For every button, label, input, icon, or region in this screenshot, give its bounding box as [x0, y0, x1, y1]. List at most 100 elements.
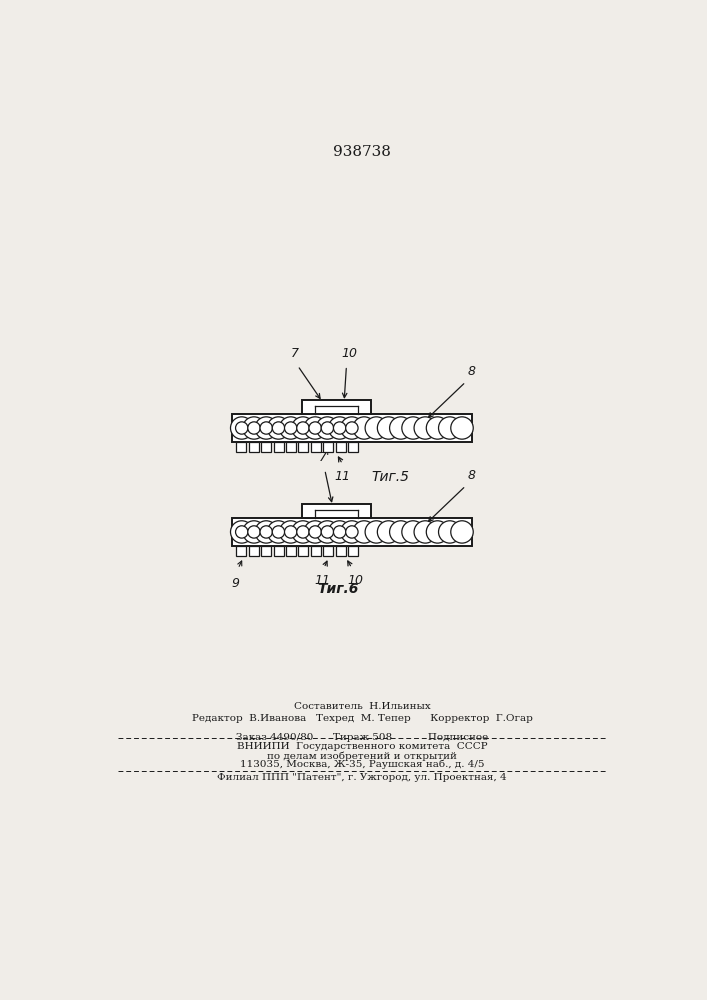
Text: ВНИИПИ  Государственного комитета  СССР: ВНИИПИ Государственного комитета СССР: [237, 742, 487, 751]
Circle shape: [414, 521, 436, 543]
Circle shape: [272, 422, 285, 434]
Bar: [261, 546, 271, 556]
Circle shape: [230, 417, 253, 439]
Circle shape: [414, 417, 436, 439]
Bar: [261, 442, 271, 452]
Circle shape: [378, 521, 400, 543]
Circle shape: [255, 417, 277, 439]
Circle shape: [235, 422, 248, 434]
Bar: [236, 442, 247, 452]
Circle shape: [272, 526, 285, 538]
Bar: [311, 546, 321, 556]
Text: Τиг.6: Τиг.6: [317, 582, 358, 596]
Bar: [311, 442, 321, 452]
Text: 10: 10: [348, 574, 363, 587]
Bar: [348, 546, 358, 556]
Bar: [232, 518, 472, 546]
Text: 113035, Москва, Ж-35, Раушская наб., д. 4/5: 113035, Москва, Ж-35, Раушская наб., д. …: [240, 760, 484, 769]
Circle shape: [309, 526, 322, 538]
Circle shape: [426, 521, 449, 543]
Circle shape: [267, 521, 290, 543]
Text: 7': 7': [319, 451, 330, 464]
Circle shape: [353, 417, 375, 439]
Circle shape: [341, 521, 363, 543]
Text: 11: 11: [334, 470, 351, 483]
Bar: [298, 546, 308, 556]
Circle shape: [255, 521, 277, 543]
Bar: [286, 442, 296, 452]
Circle shape: [334, 526, 346, 538]
Circle shape: [230, 521, 253, 543]
Text: 7: 7: [291, 347, 299, 360]
Bar: [274, 546, 284, 556]
Circle shape: [426, 417, 449, 439]
Text: Τиг.5: Τиг.5: [371, 470, 409, 484]
Bar: [232, 414, 472, 442]
Circle shape: [284, 422, 297, 434]
Text: Филиал ППП "Патент", г. Ужгород, ул. Проектная, 4: Филиал ППП "Патент", г. Ужгород, ул. Про…: [217, 773, 507, 782]
Circle shape: [438, 417, 461, 439]
Circle shape: [243, 417, 265, 439]
Circle shape: [402, 417, 424, 439]
Circle shape: [328, 521, 351, 543]
Circle shape: [328, 417, 351, 439]
Bar: [348, 442, 358, 452]
Circle shape: [316, 521, 339, 543]
Circle shape: [365, 521, 387, 543]
Circle shape: [438, 521, 461, 543]
Text: 938738: 938738: [333, 145, 391, 159]
Bar: [274, 442, 284, 452]
Circle shape: [297, 422, 309, 434]
Text: 8: 8: [468, 365, 476, 378]
Text: 8: 8: [468, 469, 476, 482]
Circle shape: [304, 417, 327, 439]
Circle shape: [402, 521, 424, 543]
Text: Заказ 4490/80      Тираж 508           Подписное: Заказ 4490/80 Тираж 508 Подписное: [236, 733, 488, 742]
Circle shape: [267, 417, 290, 439]
Bar: [323, 546, 333, 556]
Bar: [298, 442, 308, 452]
Text: 11: 11: [315, 574, 330, 587]
Circle shape: [321, 526, 334, 538]
Bar: [336, 442, 346, 452]
Circle shape: [346, 422, 358, 434]
Bar: [249, 546, 259, 556]
Circle shape: [292, 417, 314, 439]
Circle shape: [297, 526, 309, 538]
Text: по делам изобретений и открытий: по делам изобретений и открытий: [267, 751, 457, 761]
Circle shape: [235, 526, 248, 538]
Circle shape: [316, 417, 339, 439]
Circle shape: [390, 417, 412, 439]
Circle shape: [365, 417, 387, 439]
Circle shape: [247, 422, 260, 434]
Circle shape: [247, 526, 260, 538]
Circle shape: [292, 521, 314, 543]
Circle shape: [260, 422, 272, 434]
Bar: [236, 546, 247, 556]
Bar: [301, 400, 371, 414]
Circle shape: [309, 422, 322, 434]
Circle shape: [378, 417, 400, 439]
Circle shape: [451, 417, 473, 439]
Circle shape: [390, 521, 412, 543]
Circle shape: [243, 521, 265, 543]
Circle shape: [341, 417, 363, 439]
Circle shape: [451, 521, 473, 543]
Bar: [336, 546, 346, 556]
Text: Составитель  Н.Ильиных: Составитель Н.Ильиных: [293, 702, 431, 711]
Circle shape: [260, 526, 272, 538]
Circle shape: [304, 521, 327, 543]
Bar: [249, 442, 259, 452]
Text: 10: 10: [341, 347, 358, 360]
Circle shape: [346, 526, 358, 538]
Text: Редактор  В.Иванова   Техред  М. Тепер      Корректор  Г.Огар: Редактор В.Иванова Техред М. Тепер Корре…: [192, 714, 532, 723]
Circle shape: [279, 417, 302, 439]
Bar: [301, 504, 371, 518]
Bar: [323, 442, 333, 452]
Circle shape: [334, 422, 346, 434]
Circle shape: [279, 521, 302, 543]
Circle shape: [321, 422, 334, 434]
Circle shape: [353, 521, 375, 543]
Bar: [286, 546, 296, 556]
Text: 9: 9: [232, 577, 240, 590]
